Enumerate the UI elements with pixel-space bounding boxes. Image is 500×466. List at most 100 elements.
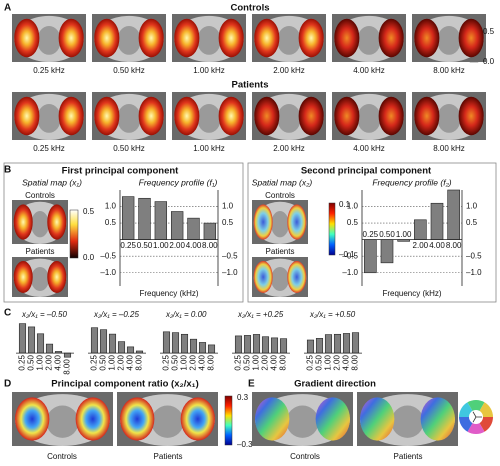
- group-label: Controls: [265, 191, 295, 200]
- panel-label: D: [4, 379, 11, 390]
- activation: [14, 18, 40, 58]
- brain-core: [357, 104, 381, 133]
- colorbar-label: 0.3: [237, 393, 249, 402]
- brain-map: [117, 392, 218, 446]
- brain-map: [332, 14, 406, 62]
- y-tick-label: 1.0: [347, 202, 359, 211]
- x-tick-label: 0.25: [306, 355, 315, 371]
- brain-core: [271, 211, 289, 238]
- brain-map: [332, 92, 406, 140]
- activation: [120, 397, 155, 441]
- bar: [430, 202, 444, 240]
- activation: [298, 96, 324, 136]
- panel-label: C: [4, 308, 11, 319]
- activation: [174, 96, 200, 136]
- x-tick-label: 2.00: [413, 241, 429, 250]
- y-tick-label: –1.0: [342, 268, 358, 277]
- bar: [414, 219, 427, 240]
- bar: [324, 334, 333, 354]
- caption: 2.00 kHz: [273, 144, 305, 153]
- component-title: First principal component: [62, 166, 179, 177]
- brain-core: [37, 104, 61, 133]
- chart-title: x₂/x₁ = +0.25: [237, 310, 284, 319]
- caption: Patients: [154, 452, 183, 461]
- caption: 2.00 kHz: [273, 66, 305, 75]
- bar: [189, 338, 198, 354]
- brain-map: [12, 257, 68, 297]
- colorbar: [224, 395, 233, 446]
- activation: [253, 261, 273, 293]
- x-tick-label: 8.00: [202, 241, 218, 250]
- panel-title: Principal component ratio (x₂/x₁): [51, 379, 199, 390]
- activation: [14, 96, 40, 136]
- panel-title: Gradient direction: [294, 379, 376, 390]
- activation: [458, 18, 484, 58]
- x-tick-label: 8.00: [279, 355, 288, 371]
- activation: [58, 96, 84, 136]
- panel-label: E: [248, 379, 255, 390]
- activation: [138, 18, 164, 58]
- activation: [458, 96, 484, 136]
- chart-title: x₂/x₁ = +0.50: [309, 310, 356, 319]
- brain-map: [412, 14, 486, 62]
- x-tick-label: 0.25: [162, 355, 171, 371]
- bar: [126, 346, 135, 354]
- bar: [170, 211, 184, 240]
- bar: [162, 331, 171, 354]
- activation: [255, 397, 290, 441]
- caption: Controls: [47, 452, 77, 461]
- activation: [47, 261, 67, 293]
- x-tick-label: 2.00: [169, 241, 185, 250]
- brain-core: [37, 26, 61, 55]
- activation: [254, 96, 280, 136]
- bar: [187, 217, 200, 240]
- y-tick-label: –1.0: [222, 268, 238, 277]
- x-tick-label: 1.00: [252, 355, 261, 371]
- brain-map: [252, 14, 326, 62]
- caption: 4.00 kHz: [353, 144, 385, 153]
- x-tick-label: 1.00: [108, 355, 117, 371]
- x-tick-label: 0.50: [379, 230, 395, 239]
- brain-map: [12, 392, 113, 446]
- bar: [138, 197, 151, 240]
- activation: [298, 18, 324, 58]
- activation: [180, 397, 215, 441]
- activation: [287, 261, 307, 293]
- colorbar-label: 0.0: [483, 57, 495, 66]
- chart-title: x₂/x₁ = –0.25: [93, 310, 139, 319]
- activation: [47, 204, 67, 240]
- activation: [334, 18, 360, 58]
- colorbar-label: 0.0: [83, 253, 95, 262]
- bar: [270, 337, 279, 354]
- bar: [154, 201, 168, 240]
- bar: [243, 335, 252, 354]
- brain-map: [12, 14, 86, 62]
- panel-label: B: [4, 165, 11, 176]
- spatial-map-label: Spatial map (x₂): [252, 177, 313, 187]
- y-tick-label: –1.0: [100, 268, 116, 277]
- brain-core: [277, 104, 301, 133]
- x-tick-label: 8.00: [135, 355, 144, 371]
- panel-label: A: [4, 3, 11, 14]
- activation: [15, 397, 50, 441]
- bar: [315, 338, 324, 354]
- y-tick-label: 1.0: [222, 202, 234, 211]
- x-tick-label: 0.25: [234, 355, 243, 371]
- activation: [13, 261, 33, 293]
- bar: [351, 332, 360, 354]
- colorbar-label: 0.1: [339, 200, 351, 209]
- x-tick-label: 4.00: [429, 241, 445, 250]
- x-tick-label: 2.00: [261, 355, 270, 371]
- y-tick-label: 0.5: [105, 218, 117, 227]
- group-title: Patients: [232, 80, 269, 91]
- bar: [180, 333, 189, 354]
- brain-core: [117, 104, 141, 133]
- brain-map: [92, 14, 166, 62]
- x-tick-label: 1.00: [180, 355, 189, 371]
- bar: [203, 222, 217, 240]
- bar: [342, 333, 351, 354]
- x-tick-label: 8.00: [446, 241, 462, 250]
- brain-core: [437, 26, 461, 55]
- x-tick-label: 4.00: [342, 355, 351, 371]
- x-tick-label: 1.00: [396, 230, 412, 239]
